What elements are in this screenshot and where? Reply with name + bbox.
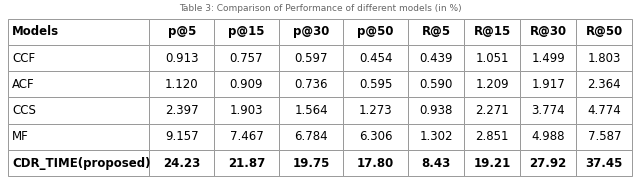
Text: 0.736: 0.736	[294, 78, 328, 91]
Text: 1.302: 1.302	[419, 130, 453, 143]
Text: p@5: p@5	[168, 25, 196, 38]
Text: ACF: ACF	[12, 78, 35, 91]
Text: 2.851: 2.851	[476, 130, 509, 143]
Text: R@50: R@50	[586, 25, 623, 38]
Text: p@30: p@30	[293, 25, 330, 38]
Text: 2.271: 2.271	[476, 104, 509, 117]
Text: p@15: p@15	[228, 25, 265, 38]
Text: 24.23: 24.23	[163, 157, 200, 170]
Text: 2.397: 2.397	[165, 104, 198, 117]
Text: 1.120: 1.120	[165, 78, 198, 91]
Text: 37.45: 37.45	[586, 157, 623, 170]
Text: 4.988: 4.988	[531, 130, 565, 143]
Text: 0.597: 0.597	[294, 52, 328, 65]
Text: 0.590: 0.590	[419, 78, 452, 91]
Text: 17.80: 17.80	[357, 157, 394, 170]
Text: 0.938: 0.938	[419, 104, 452, 117]
Text: 0.757: 0.757	[230, 52, 263, 65]
Text: 1.051: 1.051	[476, 52, 509, 65]
Text: 1.803: 1.803	[588, 52, 621, 65]
Text: 2.364: 2.364	[588, 78, 621, 91]
Text: 1.273: 1.273	[359, 104, 392, 117]
Text: 19.75: 19.75	[292, 157, 330, 170]
Text: 1.564: 1.564	[294, 104, 328, 117]
Text: 7.587: 7.587	[588, 130, 621, 143]
Text: 0.909: 0.909	[230, 78, 263, 91]
Text: 21.87: 21.87	[228, 157, 265, 170]
Text: 6.784: 6.784	[294, 130, 328, 143]
Text: 27.92: 27.92	[529, 157, 567, 170]
Text: Models: Models	[12, 25, 60, 38]
Text: 0.439: 0.439	[419, 52, 453, 65]
Text: CDR_TIME(proposed): CDR_TIME(proposed)	[12, 157, 150, 170]
Text: 0.595: 0.595	[359, 78, 392, 91]
Text: CCS: CCS	[12, 104, 36, 117]
Text: 0.913: 0.913	[165, 52, 198, 65]
Text: MF: MF	[12, 130, 29, 143]
Text: Table 3: Comparison of Performance of different models (in %): Table 3: Comparison of Performance of di…	[179, 4, 461, 14]
Text: 1.209: 1.209	[476, 78, 509, 91]
Text: 0.454: 0.454	[359, 52, 392, 65]
Text: 1.903: 1.903	[230, 104, 263, 117]
Text: 9.157: 9.157	[165, 130, 198, 143]
Text: CCF: CCF	[12, 52, 35, 65]
Text: 1.917: 1.917	[531, 78, 565, 91]
Text: 4.774: 4.774	[588, 104, 621, 117]
Text: R@15: R@15	[474, 25, 511, 38]
Text: R@30: R@30	[530, 25, 567, 38]
Text: R@5: R@5	[422, 25, 451, 38]
Text: 1.499: 1.499	[531, 52, 565, 65]
Text: 6.306: 6.306	[359, 130, 392, 143]
Text: 3.774: 3.774	[531, 104, 565, 117]
Text: p@50: p@50	[358, 25, 394, 38]
Text: 19.21: 19.21	[474, 157, 511, 170]
Text: 7.467: 7.467	[230, 130, 263, 143]
Text: 8.43: 8.43	[422, 157, 451, 170]
